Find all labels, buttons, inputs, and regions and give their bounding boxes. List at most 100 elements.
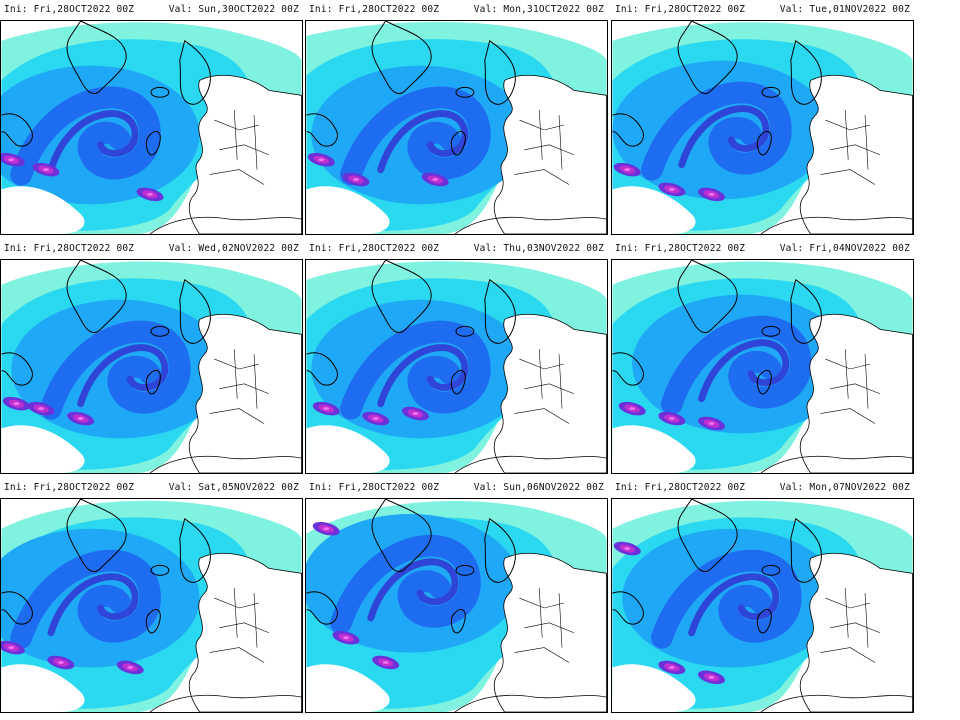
precip-layer-blue — [651, 549, 802, 649]
precipitation-map — [0, 259, 303, 474]
north-africa-coastline — [454, 216, 607, 234]
precipitation-map — [611, 498, 914, 713]
init-time-label: Ini: Fri,28OCT2022 00Z — [615, 243, 746, 254]
north-america-coastline — [306, 113, 338, 147]
north-america-coastline — [1, 352, 33, 386]
forecast-panel: Ini: Fri,28OCT2022 00Z Val: Fri,04NOV202… — [611, 239, 914, 474]
precipitation-field — [612, 499, 913, 712]
iceland-coastline — [455, 564, 475, 576]
iceland-coastline — [150, 325, 170, 337]
heavy-rain-peak — [38, 407, 45, 411]
british-isles-coastline — [450, 130, 466, 156]
precip-core-deep-blue — [47, 573, 139, 637]
iceland-coastline — [150, 86, 170, 98]
iceland-coastline — [761, 564, 781, 576]
heavy-rain-peak — [668, 665, 675, 669]
forecast-panel: Ini: Fri,28OCT2022 00Z Val: Tue,01NOV202… — [611, 0, 914, 235]
heavy-rain-peak — [77, 417, 84, 420]
scandinavia-coastline — [484, 279, 516, 344]
valid-time-label: Val: Thu,03NOV2022 00Z — [473, 243, 604, 254]
north-africa-coastline — [149, 694, 302, 712]
precipitation-map — [611, 20, 914, 235]
panel-header: Ini: Fri,28OCT2022 00Z Val: Fri,04NOV202… — [611, 239, 914, 259]
forecast-panel: Ini: Fri,28OCT2022 00Z Val: Sun,30OCT202… — [0, 0, 303, 235]
heavy-rain-peak — [323, 527, 330, 531]
scandinavia-coastline — [790, 279, 822, 344]
precip-layer-blue — [10, 549, 161, 649]
europe-landmass — [493, 313, 607, 473]
country-borders — [514, 349, 575, 424]
forecast-panel: Ini: Fri,28OCT2022 00Z Val: Sun,06NOV202… — [305, 478, 608, 713]
dry-area — [612, 186, 696, 234]
scandinavia-coastline — [790, 40, 822, 105]
precip-core-deep-blue — [377, 344, 469, 408]
dry-area — [1, 664, 85, 712]
iceland-coastline — [150, 564, 170, 576]
dry-area — [306, 186, 390, 234]
forecast-panel: Ini: Fri,28OCT2022 00Z Val: Sat,05NOV202… — [0, 478, 303, 713]
europe-landmass — [799, 74, 913, 234]
precip-layer-blue — [641, 81, 792, 181]
scandinavia-coastline — [790, 518, 822, 583]
heavy-rain-peak — [127, 665, 134, 669]
dry-area — [1, 425, 85, 473]
heavy-rain-peak — [352, 178, 359, 181]
forecast-panel: Ini: Fri,28OCT2022 00Z Val: Thu,03NOV202… — [305, 239, 608, 474]
valid-time-label: Val: Sat,05NOV2022 00Z — [168, 482, 299, 493]
heavy-rain-peak — [57, 660, 64, 664]
greenland-coastline — [66, 21, 127, 95]
heavy-rain-peak — [708, 675, 715, 679]
panel-header: Ini: Fri,28OCT2022 00Z Val: Mon,31OCT202… — [305, 0, 608, 20]
precipitation-field — [1, 260, 302, 473]
valid-time-label: Val: Sun,30OCT2022 00Z — [168, 4, 299, 15]
scandinavia-coastline — [179, 518, 211, 583]
north-africa-coastline — [760, 216, 913, 234]
precip-core-deep-blue — [47, 110, 139, 174]
precipitation-field — [612, 260, 913, 473]
panel-header: Ini: Fri,28OCT2022 00Z Val: Tue,01NOV202… — [611, 0, 914, 20]
precipitation-field — [612, 21, 913, 234]
valid-time-label: Val: Fri,04NOV2022 00Z — [779, 243, 910, 254]
heavy-rain-peak — [147, 192, 153, 196]
heavy-rain-peak — [8, 158, 15, 162]
init-time-label: Ini: Fri,28OCT2022 00Z — [4, 243, 135, 254]
dry-area — [306, 664, 390, 712]
precipitation-map — [305, 20, 608, 235]
iceland-coastline — [761, 325, 781, 337]
dry-area — [612, 664, 696, 712]
heavy-rain-peak — [624, 547, 631, 551]
north-america-coastline — [612, 591, 644, 625]
precipitation-map — [305, 498, 608, 713]
iceland-coastline — [455, 325, 475, 337]
panel-header: Ini: Fri,28OCT2022 00Z Val: Sun,06NOV202… — [305, 478, 608, 498]
heavy-rain-peak — [343, 636, 350, 640]
europe-landmass — [188, 74, 302, 234]
precip-core-deep-blue — [77, 344, 169, 408]
valid-time-label: Val: Sun,06NOV2022 00Z — [473, 482, 604, 493]
greenland-coastline — [66, 499, 127, 573]
precipitation-map — [305, 259, 608, 474]
precipitation-field — [306, 21, 607, 234]
north-america-coastline — [612, 352, 644, 386]
precipitation-map — [611, 259, 914, 474]
init-time-label: Ini: Fri,28OCT2022 00Z — [309, 482, 440, 493]
forecast-panel: Ini: Fri,28OCT2022 00Z Val: Mon,07NOV202… — [611, 478, 914, 713]
greenland-coastline — [677, 499, 738, 573]
precipitation-field — [1, 499, 302, 712]
scandinavia-coastline — [484, 518, 516, 583]
scandinavia-coastline — [179, 40, 211, 105]
precip-core-deep-blue — [367, 558, 459, 622]
north-america-coastline — [306, 591, 338, 625]
north-america-coastline — [1, 591, 33, 625]
heavy-rain-peak — [624, 168, 631, 172]
precip-core-deep-blue — [698, 339, 790, 403]
panel-header: Ini: Fri,28OCT2022 00Z Val: Sat,05NOV202… — [0, 478, 303, 498]
country-borders — [820, 588, 881, 663]
british-isles-coastline — [450, 369, 466, 395]
heavy-rain-peak — [372, 417, 379, 420]
north-america-coastline — [612, 113, 644, 147]
europe-landmass — [188, 552, 302, 712]
north-america-coastline — [306, 352, 338, 386]
init-time-label: Ini: Fri,28OCT2022 00Z — [615, 4, 746, 15]
valid-time-label: Val: Wed,02NOV2022 00Z — [168, 243, 299, 254]
